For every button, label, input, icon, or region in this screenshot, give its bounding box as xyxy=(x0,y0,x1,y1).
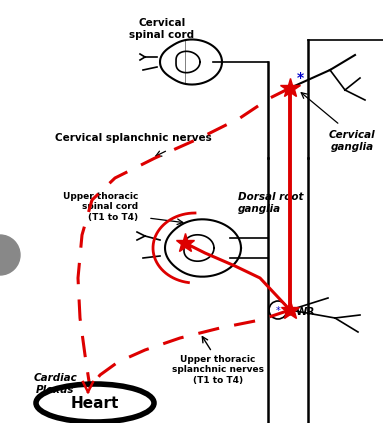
Text: *: * xyxy=(276,306,280,316)
Text: Cervical splanchnic nerves: Cervical splanchnic nerves xyxy=(55,133,212,143)
Text: *: * xyxy=(296,71,304,85)
Wedge shape xyxy=(0,235,20,275)
Text: WR: WR xyxy=(296,307,316,317)
Text: Heart: Heart xyxy=(71,396,119,412)
Text: Cervical
ganglia: Cervical ganglia xyxy=(329,130,375,151)
Text: Dorsal root
ganglia: Dorsal root ganglia xyxy=(238,192,303,214)
Text: Cardiac
Plexus: Cardiac Plexus xyxy=(33,373,77,395)
Text: Upper thoracic
splanchnic nerves
(T1 to T4): Upper thoracic splanchnic nerves (T1 to … xyxy=(172,355,264,385)
Text: Upper thoracic
spinal cord
(T1 to T4): Upper thoracic spinal cord (T1 to T4) xyxy=(63,192,138,222)
Text: Cervical
spinal cord: Cervical spinal cord xyxy=(129,18,195,40)
